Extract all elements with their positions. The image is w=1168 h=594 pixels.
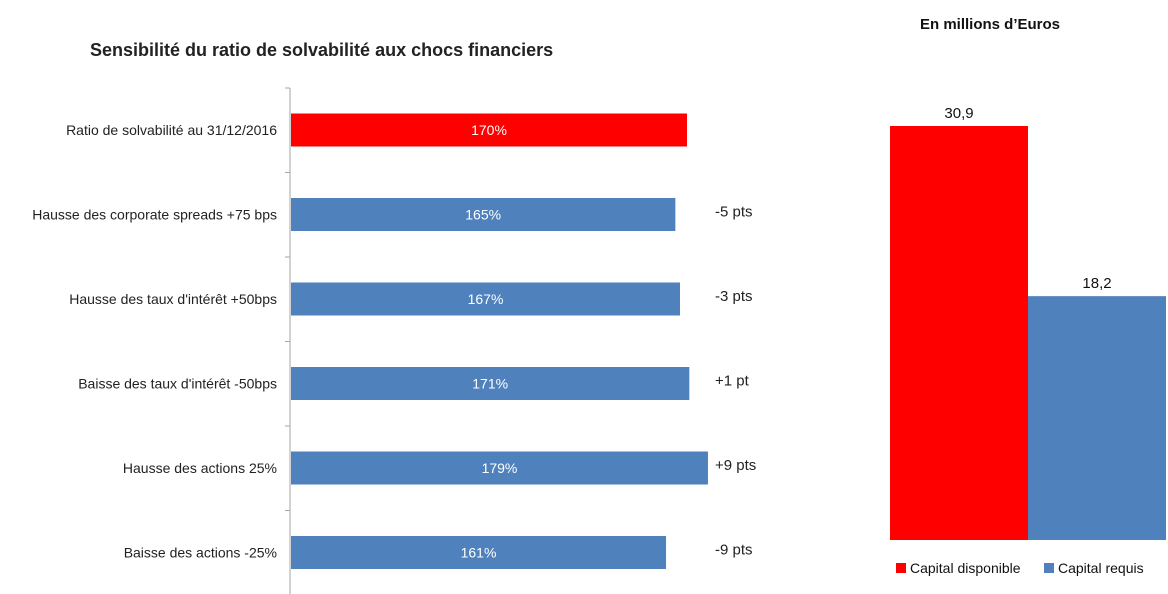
sensitivity-bar-chart: Ratio de solvabilité au 31/12/2016 170% Ha… bbox=[32, 87, 756, 594]
bar-value-label: 179% bbox=[482, 460, 518, 476]
bar-value-label: 171% bbox=[472, 376, 508, 392]
legend-swatch bbox=[896, 563, 906, 573]
delta-label: -9 pts bbox=[715, 542, 753, 559]
legend-label: Capital disponible bbox=[910, 560, 1021, 576]
category-label: Hausse des taux d'intérêt +50bps bbox=[69, 291, 277, 307]
right-chart-title: En millions d’Euros bbox=[920, 16, 1061, 33]
delta-label: +1 pt bbox=[715, 373, 750, 390]
delta-label: +9 pts bbox=[715, 457, 756, 474]
bar-value-label: 161% bbox=[461, 545, 497, 561]
delta-label: -5 pts bbox=[715, 204, 753, 221]
legend-label: Capital requis bbox=[1058, 560, 1144, 576]
left-chart-title: Sensibilité du ratio de solvabilité aux … bbox=[90, 40, 554, 60]
bar bbox=[1028, 296, 1166, 540]
bar-value-label: 170% bbox=[471, 122, 507, 138]
capital-bar-chart: 30,9 18,2 Capital disponible Capital requis bbox=[890, 105, 1166, 576]
category-label: Hausse des corporate spreads +75 bps bbox=[32, 207, 277, 223]
category-label: Baisse des taux d'intérêt -50bps bbox=[78, 376, 277, 392]
bar bbox=[291, 536, 667, 569]
bar-value-label: 30,9 bbox=[944, 105, 973, 122]
category-label: Baisse des actions -25% bbox=[124, 545, 277, 561]
delta-label: -3 pts bbox=[715, 288, 753, 305]
bar bbox=[291, 198, 676, 231]
bar bbox=[291, 113, 687, 147]
bar bbox=[291, 451, 708, 485]
bar bbox=[890, 126, 1028, 540]
bar bbox=[291, 282, 681, 316]
category-label: Ratio de solvabilité au 31/12/2016 bbox=[66, 122, 277, 138]
legend-swatch bbox=[1044, 563, 1054, 573]
bar-value-label: 167% bbox=[468, 291, 504, 307]
bar-value-label: 18,2 bbox=[1082, 275, 1111, 292]
category-label: Hausse des actions 25% bbox=[123, 460, 277, 476]
bar-value-label: 165% bbox=[465, 207, 501, 223]
bar bbox=[291, 367, 690, 400]
